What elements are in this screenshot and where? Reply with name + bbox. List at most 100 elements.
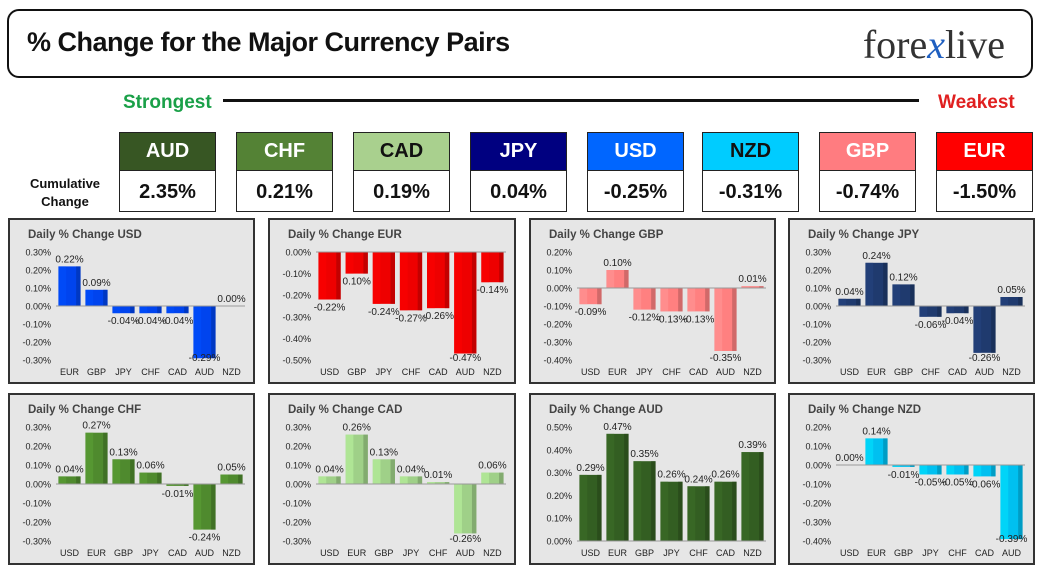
chart-title-usd: Daily % Change USD (28, 229, 142, 241)
y-tick-label: -0.30% (282, 537, 311, 547)
y-tick-label: 0.10% (805, 284, 831, 294)
x-tick-label: JPY (403, 548, 420, 558)
chart-svg-cad: Daily % Change CAD 0.30% 0.20% 0.10% 0.00% -0… (282, 404, 506, 558)
data-label: 0.04% (835, 287, 863, 298)
x-tick-label: USD (581, 367, 601, 377)
y-tick-label: 0.20% (546, 491, 572, 501)
data-label: 0.00% (835, 453, 863, 464)
x-tick-label: CAD (429, 367, 449, 377)
x-tick-label: CHF (402, 367, 421, 377)
data-label: -0.05% (942, 478, 974, 489)
data-label: 0.47% (603, 422, 631, 433)
currency-code: EUR (937, 133, 1032, 171)
bar-chf-aud (193, 484, 216, 530)
bar-gbp-usd (579, 288, 602, 305)
bar-cad-gbp (372, 459, 395, 484)
header-banner: % Change for the Major Currency Pairs fo… (7, 9, 1033, 78)
bar-jpy-aud (973, 306, 996, 353)
x-tick-label: USD (320, 548, 340, 558)
chart-panel-jpy: Daily % Change JPY 0.30% 0.20% 0.10% 0.00% -0… (788, 218, 1035, 384)
bar-cad-nzd (481, 472, 504, 484)
y-tick-label: 0.10% (25, 461, 51, 471)
weakest-label: Weakest (938, 92, 1015, 113)
bar-cad-eur (345, 434, 368, 484)
y-tick-label: -0.10% (802, 480, 831, 490)
data-label: -0.04% (135, 316, 167, 327)
chart-svg-nzd: Daily % Change NZD 0.20% 0.10% 0.00% -0.10% -… (802, 404, 1028, 558)
x-tick-label: CHF (662, 367, 681, 377)
x-tick-label: CAD (168, 548, 188, 558)
data-label: 0.14% (862, 426, 890, 437)
data-label: 0.00% (217, 294, 245, 305)
data-label: 0.10% (343, 277, 371, 288)
chart-title-nzd: Daily % Change NZD (808, 404, 921, 416)
x-tick-label: JPY (376, 367, 393, 377)
strongest-label: Strongest (123, 92, 212, 113)
bar-jpy-nzd (1000, 297, 1023, 306)
y-tick-label: -0.10% (22, 320, 51, 330)
y-tick-label: 0.30% (25, 248, 51, 258)
data-label: 0.13% (370, 447, 398, 458)
x-tick-label: NZD (1002, 367, 1021, 377)
x-tick-label: EUR (867, 548, 887, 558)
x-tick-label: AUD (716, 367, 736, 377)
y-tick-label: -0.10% (543, 302, 572, 312)
y-tick-label: -0.10% (282, 499, 311, 509)
x-tick-label: GBP (894, 548, 913, 558)
data-label: 0.06% (478, 461, 506, 472)
bar-chf-jpy (139, 472, 162, 484)
forexlive-logo: forexlive (863, 21, 1005, 68)
data-label: -0.39% (996, 534, 1028, 545)
data-label: 0.26% (657, 470, 685, 481)
data-label: -0.35% (710, 353, 742, 364)
bar-gbp-nzd (741, 286, 764, 288)
bar-eur-jpy (372, 252, 395, 304)
x-tick-label: GBP (87, 367, 106, 377)
currency-value: -0.74% (835, 181, 900, 203)
data-label: 0.13% (109, 447, 137, 458)
bar-eur-chf (399, 252, 423, 311)
x-tick-label: CHF (141, 367, 160, 377)
x-tick-label: AUD (456, 367, 476, 377)
y-tick-label: 0.00% (285, 480, 311, 490)
currency-card-jpy: JPY 0.04% (470, 132, 567, 212)
bar-usd-eur (58, 266, 81, 306)
chart-svg-eur: Daily % Change EUR 0.00% -0.10% -0.20% -0.30… (282, 229, 508, 377)
bar-cad-chf (427, 482, 450, 484)
bar-gbp-aud (714, 288, 737, 351)
currency-code: CAD (354, 133, 449, 171)
bar-jpy-chf (919, 306, 942, 317)
data-label: 0.04% (397, 464, 425, 475)
currency-value: -0.31% (718, 181, 783, 203)
bar-aud-nzd (741, 452, 764, 541)
currency-card-chf: CHF 0.21% (236, 132, 333, 212)
logo-text-left: fore (862, 22, 928, 67)
data-label: -0.24% (189, 533, 221, 544)
bar-cad-aud (454, 484, 477, 534)
data-label: -0.27% (395, 313, 427, 324)
bar-eur-nzd (481, 252, 504, 283)
bar-chf-gbp (112, 459, 135, 484)
x-tick-label: NZD (483, 548, 502, 558)
data-label: 0.24% (862, 251, 890, 262)
chart-panel-usd: Daily % Change USD 0.30% 0.20% 0.10% 0.00% -0… (8, 218, 255, 384)
bar-jpy-gbp (892, 284, 915, 306)
y-tick-label: -0.40% (282, 334, 311, 344)
data-label: 0.12% (889, 272, 917, 283)
chart-title-cad: Daily % Change CAD (288, 404, 402, 416)
data-label: 0.24% (684, 474, 712, 485)
y-tick-label: 0.10% (546, 514, 572, 524)
y-tick-label: 0.00% (25, 302, 51, 312)
y-tick-label: 0.20% (805, 266, 831, 276)
logo-x-icon: x (927, 22, 946, 67)
x-tick-label: GBP (374, 548, 393, 558)
data-label: 0.09% (82, 278, 110, 289)
y-tick-label: -0.10% (282, 269, 311, 279)
chart-title-eur: Daily % Change EUR (288, 229, 402, 241)
x-tick-label: NZD (743, 367, 762, 377)
bar-usd-aud (193, 306, 216, 359)
x-tick-label: AUD (195, 367, 215, 377)
bar-chf-nzd (220, 474, 243, 484)
data-label: -0.04% (162, 316, 194, 327)
y-tick-label: -0.20% (22, 338, 51, 348)
